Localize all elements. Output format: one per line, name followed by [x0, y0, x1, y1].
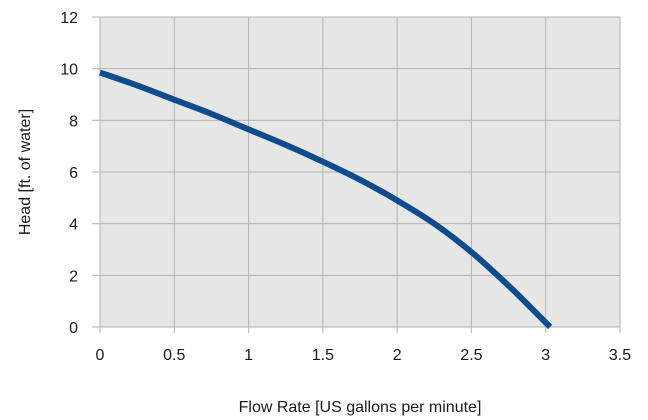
y-tick-label: 4 — [69, 217, 78, 234]
x-tick-label: 0.5 — [163, 347, 185, 364]
y-axis-ticks: 0 2 4 6 8 10 12 — [60, 10, 78, 337]
x-tick-label: 2 — [393, 347, 402, 364]
y-tick-label: 2 — [69, 268, 78, 285]
y-axis-label: Head [ft. of water] — [17, 109, 34, 235]
y-tick-label: 12 — [60, 10, 78, 27]
y-tick-label: 10 — [60, 62, 78, 79]
x-tick-label: 3.5 — [609, 347, 631, 364]
series-line — [99, 69, 553, 330]
plot-border — [99, 16, 621, 328]
series-group — [99, 69, 553, 330]
x-tick-label: 0 — [96, 347, 105, 364]
x-tick-label: 2.5 — [460, 347, 482, 364]
y-tick-label: 6 — [69, 165, 78, 182]
y-tick-label: 0 — [69, 320, 78, 337]
x-tick-label: 1.5 — [312, 347, 334, 364]
x-tick-label: 3 — [541, 347, 550, 364]
y-tick-label: 8 — [69, 113, 78, 130]
axes — [92, 16, 621, 333]
x-axis-ticks: 0 0.5 1 1.5 2 2.5 3 3.5 — [96, 347, 632, 364]
x-tick-label: 1 — [244, 347, 253, 364]
x-axis-label: Flow Rate [US gallons per minute] — [239, 399, 482, 416]
